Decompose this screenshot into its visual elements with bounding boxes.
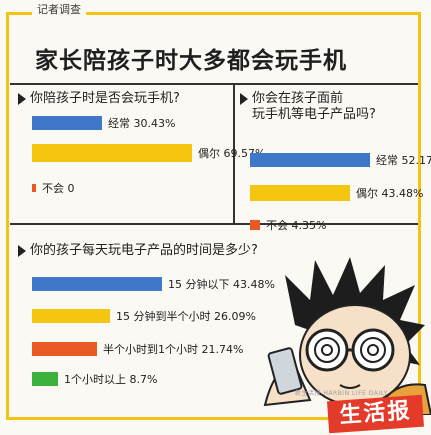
chart1-label-1: 偶尔 69.57% bbox=[198, 147, 265, 160]
newspaper-byline: 新生活报 HARBIN LIFE DAILY bbox=[295, 390, 388, 397]
q2-title-line2: 玩手机等电子产品吗? bbox=[252, 107, 376, 122]
chart3-label-1: 15 分钟到半个小时 26.09% bbox=[116, 309, 256, 323]
chart3-label-2: 半个小时到1个小时 21.74% bbox=[103, 342, 243, 356]
chart2-bar-1 bbox=[250, 185, 351, 201]
chart3-bar-1 bbox=[32, 309, 111, 323]
chart2-label-2: 不会 4.35% bbox=[266, 219, 326, 232]
page-title: 家长陪孩子时大多都会玩手机 bbox=[35, 48, 347, 74]
chart2-bar-0 bbox=[250, 153, 370, 167]
chart1-bar-2 bbox=[32, 184, 36, 192]
chart3-bar-3 bbox=[32, 372, 59, 386]
chart1-label-0: 经常 30.43% bbox=[108, 117, 175, 130]
column-divider bbox=[233, 85, 235, 223]
chart3-label-3: 1个小时以上 8.7% bbox=[64, 373, 157, 386]
q1-title: 你陪孩子时是否会玩手机? bbox=[30, 91, 180, 106]
infographic-frame bbox=[6, 12, 421, 420]
title-divider bbox=[10, 83, 418, 85]
section-divider bbox=[10, 223, 418, 225]
chart1-bar-1 bbox=[32, 144, 192, 162]
chart2-label-0: 经常 52.17% bbox=[376, 154, 431, 167]
q3-title: 你的孩子每天玩电子产品的时间是多少? bbox=[30, 243, 258, 258]
newspaper-logo: 生活报 bbox=[326, 394, 425, 434]
q2-bullet-icon bbox=[240, 93, 248, 105]
chart2-bar-2 bbox=[250, 220, 261, 230]
chart3-label-0: 15 分钟以下 43.48% bbox=[168, 277, 275, 291]
chart2-label-1: 偶尔 43.48% bbox=[356, 187, 423, 200]
chart3-bar-2 bbox=[32, 342, 97, 356]
chart3-bar-0 bbox=[32, 277, 162, 291]
q2-title-line1: 你会在孩子面前 bbox=[252, 91, 344, 106]
section-tag: 记者调查 bbox=[32, 2, 86, 18]
chart1-bar-0 bbox=[32, 116, 102, 130]
chart1-label-2: 不会 0 bbox=[42, 182, 75, 195]
q3-bullet-icon bbox=[18, 245, 26, 257]
q1-bullet-icon bbox=[18, 93, 26, 105]
